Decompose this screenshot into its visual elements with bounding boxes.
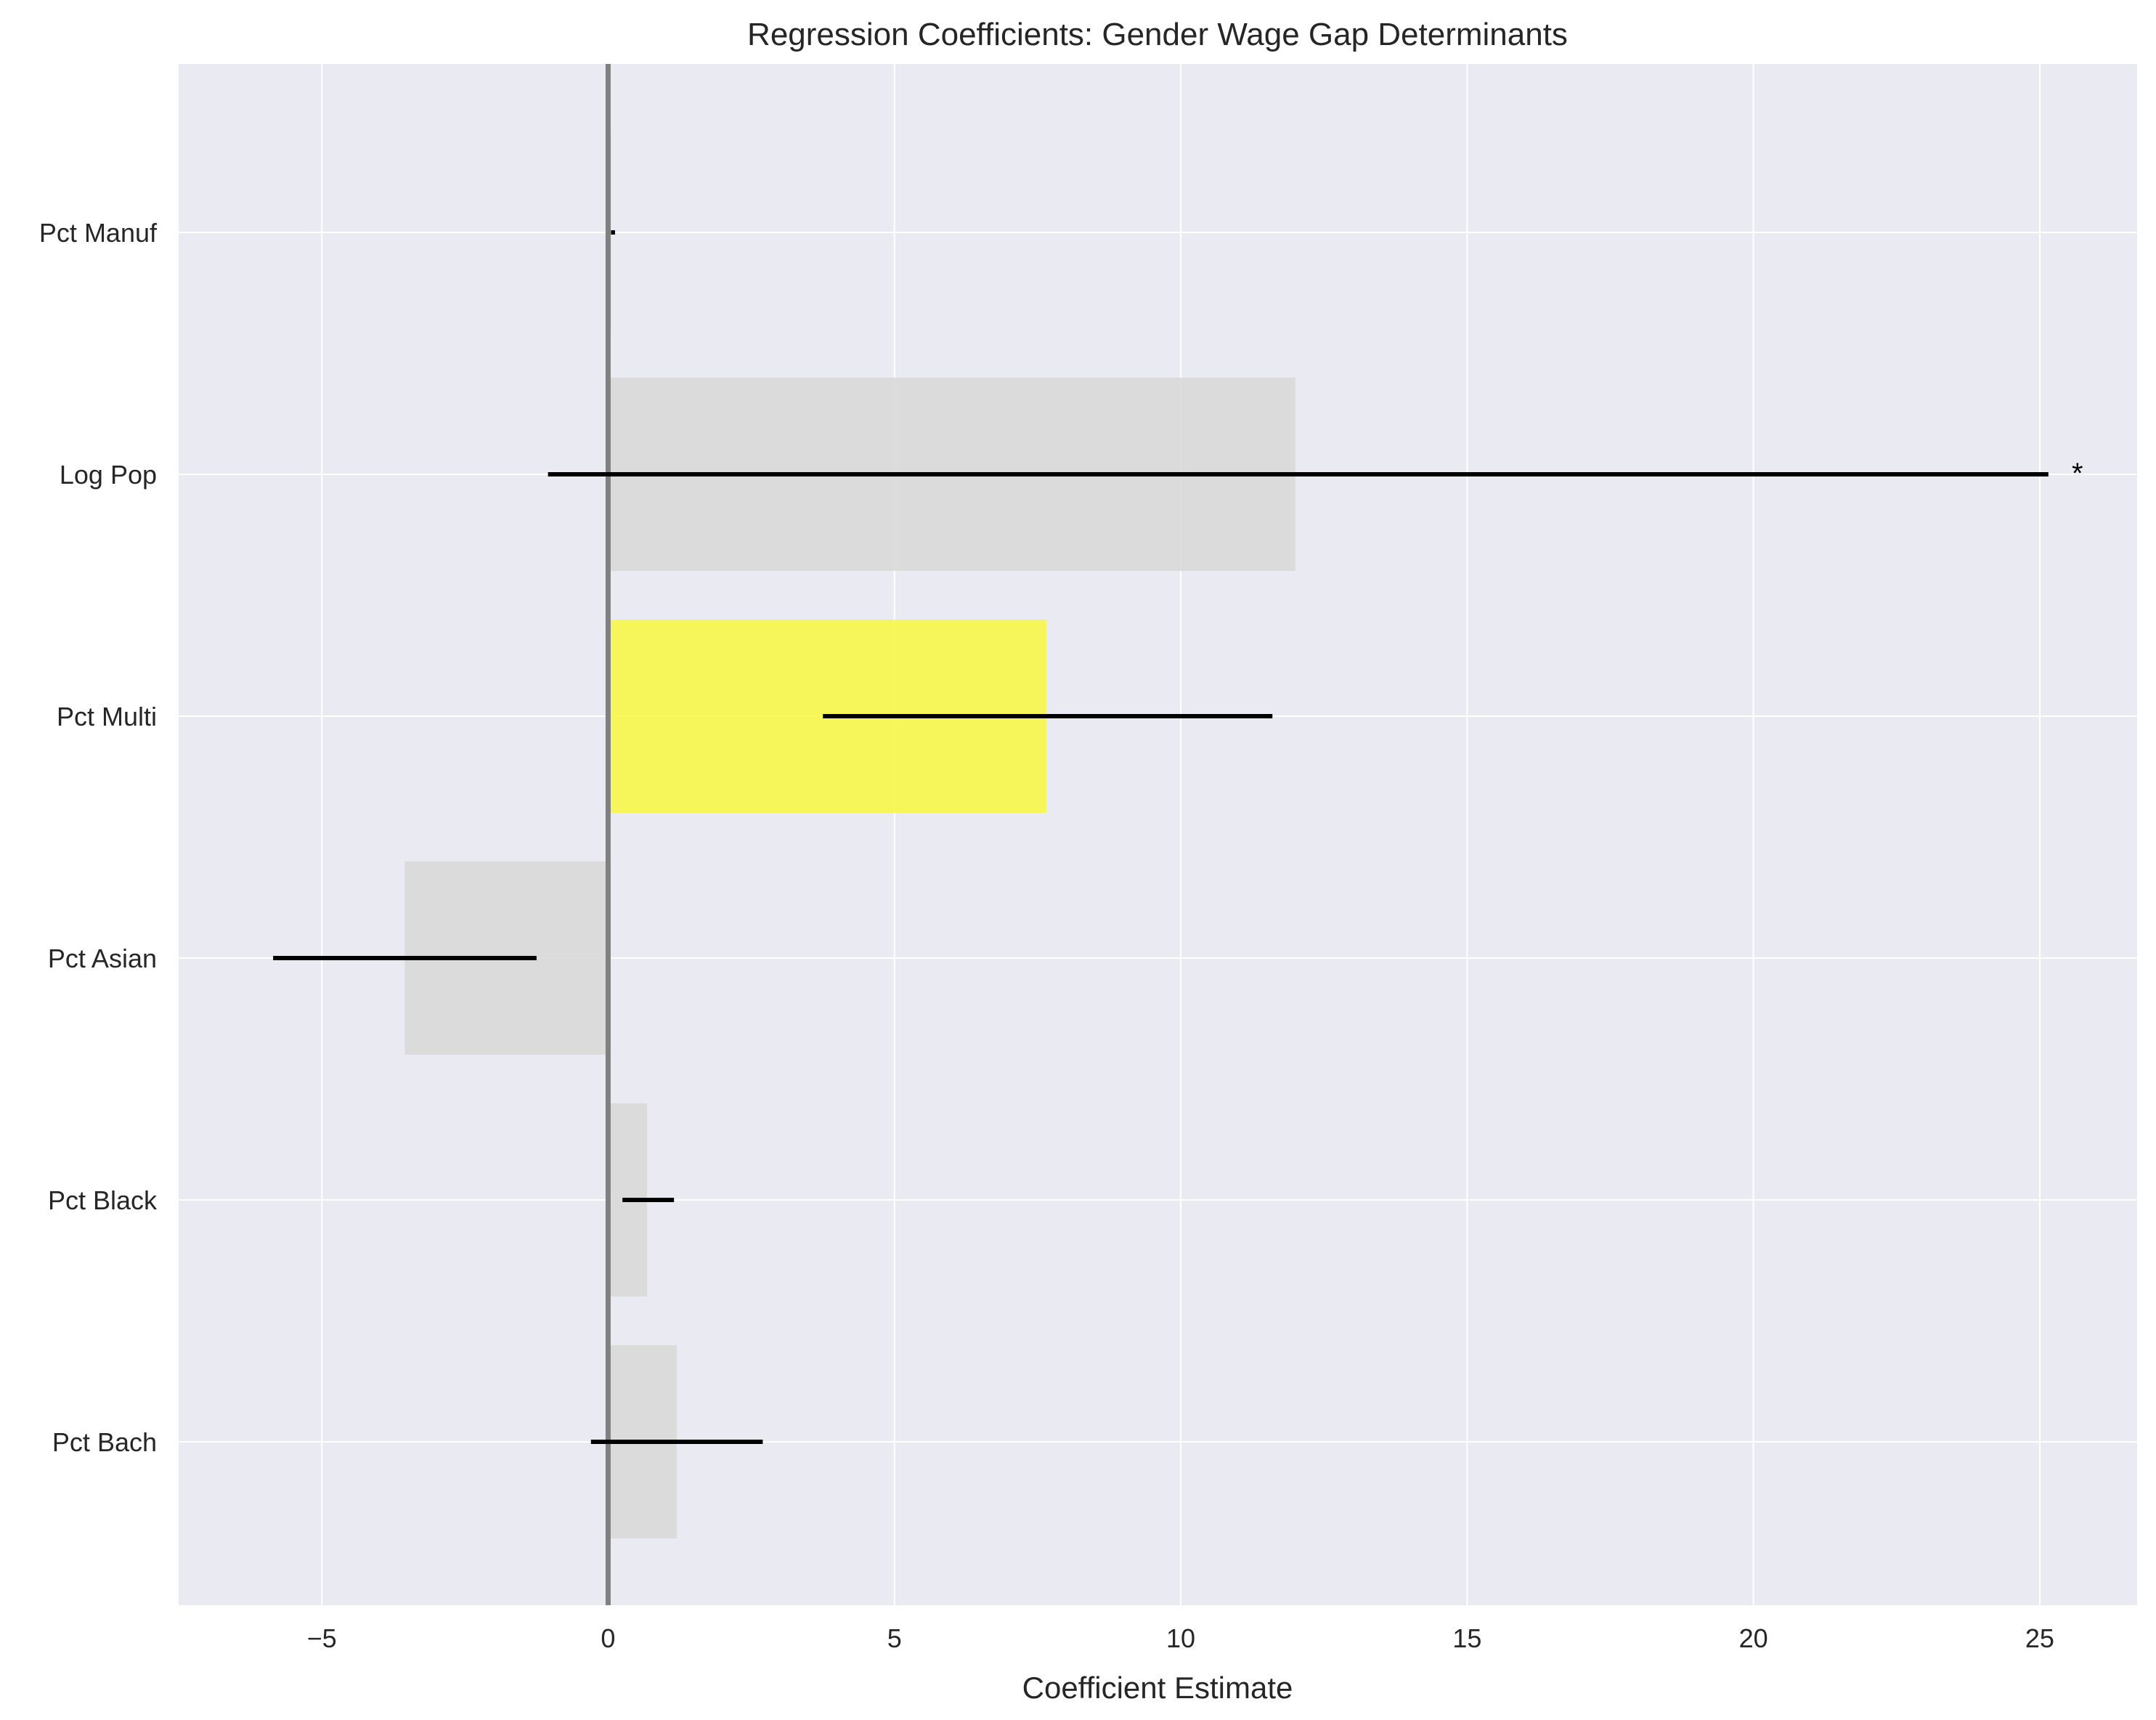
y-tick-layer: Pct Bach Pct Black Pct Asian Pct Multi Log P… <box>39 218 158 1457</box>
x-tick-label: 20 <box>1739 1623 1768 1653</box>
error-bar-layer <box>273 230 2049 1444</box>
x-tick-label: 5 <box>887 1623 902 1653</box>
y-tick-label: Pct Bach <box>52 1427 157 1457</box>
y-tick-label: Pct Multi <box>57 702 157 731</box>
significance-marker: * <box>2072 458 2083 490</box>
y-tick-label: Log Pop <box>60 460 157 490</box>
chart-title: Regression Coefficients: Gender Wage Gap… <box>747 17 1568 52</box>
annotation-layer: * <box>2072 458 2083 490</box>
x-tick-label: 0 <box>601 1623 615 1653</box>
y-tick-label: Pct Manuf <box>39 218 158 248</box>
plot-area <box>179 64 2137 1605</box>
x-tick-layer: −5 0 5 10 15 20 25 <box>307 1623 2054 1653</box>
x-axis-label: Coefficient Estimate <box>1022 1671 1293 1705</box>
x-tick-label: 25 <box>2025 1623 2054 1653</box>
x-tick-label: 10 <box>1166 1623 1195 1653</box>
x-tick-label: −5 <box>307 1623 337 1653</box>
y-tick-label: Pct Asian <box>48 944 157 973</box>
x-tick-label: 15 <box>1452 1623 1481 1653</box>
grid-layer <box>179 64 2137 1605</box>
y-tick-label: Pct Black <box>48 1185 158 1215</box>
